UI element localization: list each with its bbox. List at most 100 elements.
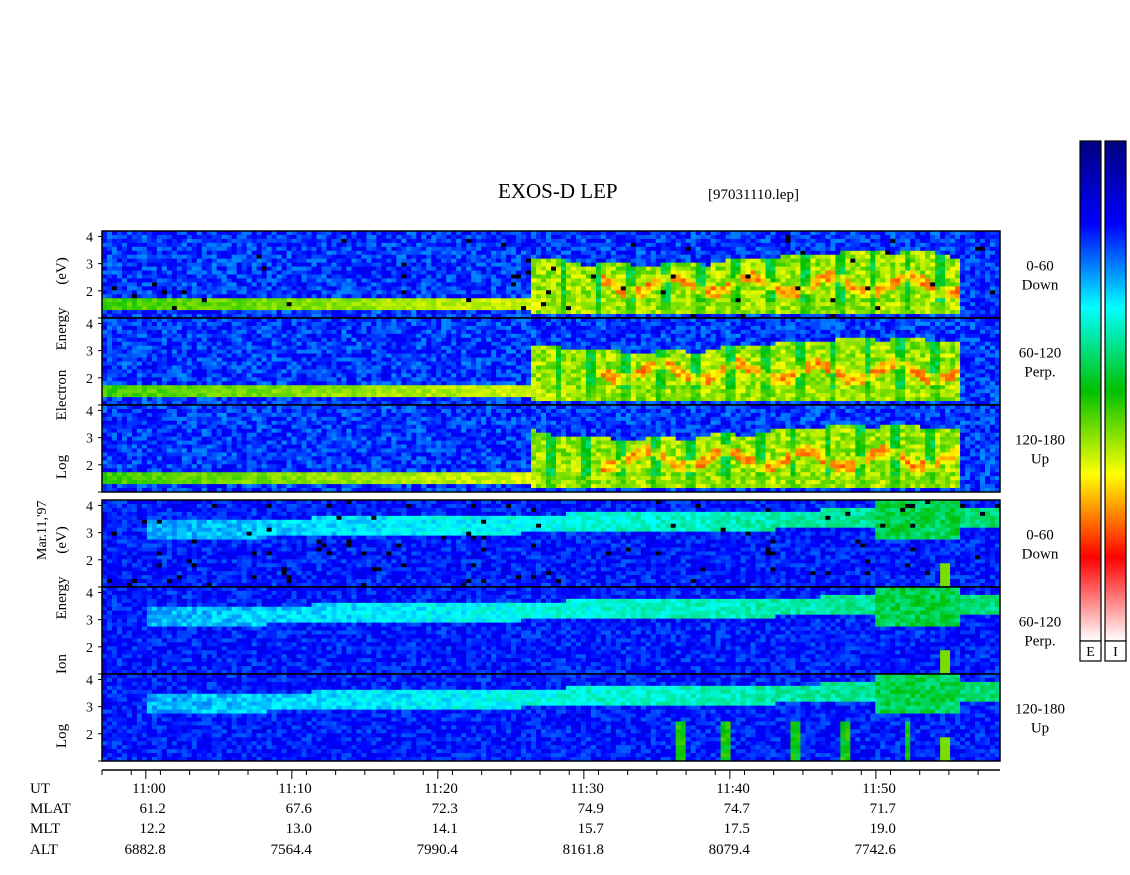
spectrogram-cell bbox=[132, 286, 137, 290]
spectrogram-cell bbox=[331, 290, 336, 294]
spectrogram-cell bbox=[172, 286, 177, 290]
spectrogram-cell bbox=[292, 267, 297, 271]
spectrogram-cell bbox=[356, 306, 361, 310]
spectrogram-cell bbox=[197, 251, 202, 255]
spectrogram-cell bbox=[147, 286, 152, 290]
spectrogram-cell bbox=[336, 243, 341, 247]
spectrogram-cell bbox=[411, 294, 416, 298]
spectrogram-cell bbox=[312, 294, 317, 298]
spectrogram-cell bbox=[122, 271, 127, 275]
spectrogram-cell bbox=[297, 298, 302, 302]
spectrogram-cell bbox=[157, 298, 162, 302]
spectrogram-cell bbox=[366, 251, 371, 255]
spectrogram-cell bbox=[292, 247, 297, 251]
spectrogram-cell bbox=[172, 239, 177, 243]
spectrogram-cell bbox=[406, 251, 411, 255]
spectrogram-cell bbox=[252, 310, 257, 314]
spectrogram-cell bbox=[107, 294, 112, 298]
spectrogram-cell bbox=[132, 275, 137, 279]
spectrogram-cell bbox=[341, 251, 346, 255]
spectrogram-cell bbox=[292, 298, 297, 302]
spectrogram-cell bbox=[132, 247, 137, 251]
spectrogram-cell bbox=[396, 243, 401, 247]
spectrogram-cell bbox=[401, 282, 406, 286]
spectrogram-cell bbox=[197, 302, 202, 306]
spectrogram-cell bbox=[102, 247, 107, 251]
spectrogram-cell bbox=[272, 302, 277, 306]
spectrogram-cell bbox=[122, 290, 127, 294]
spectrogram-cell bbox=[292, 255, 297, 259]
spectrogram-cell bbox=[112, 310, 117, 314]
spectrogram-cell bbox=[391, 275, 396, 279]
spectrogram-cell bbox=[102, 294, 107, 298]
spectrogram-cell bbox=[127, 263, 132, 267]
spectrogram-cell bbox=[346, 235, 351, 239]
spectrogram-cell bbox=[197, 259, 202, 263]
spectrogram-cell bbox=[287, 255, 292, 259]
spectrogram-cell bbox=[401, 247, 406, 251]
spectrogram-cell bbox=[182, 247, 187, 251]
spectrogram-cell bbox=[167, 247, 172, 251]
spectrogram-cell bbox=[232, 235, 237, 239]
spectrogram-cell bbox=[232, 298, 237, 302]
spectrogram-cell bbox=[217, 282, 222, 286]
spectrogram-cell bbox=[341, 271, 346, 275]
spectrogram-cell bbox=[391, 247, 396, 251]
spectrogram-cell bbox=[322, 247, 327, 251]
spectrogram-cell bbox=[267, 286, 272, 290]
spectrogram-cell bbox=[157, 290, 162, 294]
spectrogram-cell bbox=[152, 294, 157, 298]
spectrogram-cell bbox=[102, 235, 107, 239]
spectrogram-cell bbox=[327, 302, 332, 306]
spectrogram-cell bbox=[262, 255, 267, 259]
spectrogram-cell bbox=[222, 286, 227, 290]
spectrogram-cell bbox=[401, 243, 406, 247]
spectrogram-cell bbox=[391, 294, 396, 298]
spectrogram-cell bbox=[381, 251, 386, 255]
spectrogram-cell bbox=[252, 298, 257, 302]
spectrogram-cell bbox=[157, 278, 162, 282]
spectrogram-cell bbox=[107, 247, 112, 251]
spectrogram-cell bbox=[302, 259, 307, 263]
spectrogram-cell bbox=[157, 255, 162, 259]
spectrogram-cell bbox=[297, 306, 302, 310]
spectrogram-cell bbox=[411, 235, 416, 239]
spectrogram-cell bbox=[152, 263, 157, 267]
spectrogram-cell bbox=[267, 310, 272, 314]
spectrogram-cell bbox=[252, 306, 257, 310]
spectrogram-cell bbox=[177, 239, 182, 243]
spectrogram-cell bbox=[132, 310, 137, 314]
spectrogram-cell bbox=[227, 306, 232, 310]
spectrogram-cell bbox=[312, 275, 317, 279]
spectrogram-cell bbox=[277, 302, 282, 306]
spectrogram-cell bbox=[366, 298, 371, 302]
spectrogram-cell bbox=[147, 251, 152, 255]
spectrogram-cell bbox=[376, 247, 381, 251]
spectrogram-cell bbox=[152, 310, 157, 314]
spectrogram-cell bbox=[232, 259, 237, 263]
spectrogram-cell bbox=[272, 251, 277, 255]
spectrogram-cell bbox=[361, 275, 366, 279]
spectrogram-cell bbox=[152, 286, 157, 290]
spectrogram-cell bbox=[292, 286, 297, 290]
spectrogram-cell bbox=[237, 267, 242, 271]
spectrogram-cell bbox=[376, 243, 381, 247]
spectrogram-cell bbox=[381, 255, 386, 259]
spectrogram-cell bbox=[361, 251, 366, 255]
spectrogram-cell bbox=[346, 278, 351, 282]
spectrogram-cell bbox=[371, 243, 376, 247]
spectrogram-cell bbox=[411, 255, 416, 259]
spectrogram-cell bbox=[252, 302, 257, 306]
spectrogram-cell bbox=[312, 247, 317, 251]
spectrogram-cell bbox=[222, 306, 227, 310]
spectrogram-cell bbox=[317, 282, 322, 286]
spectrogram-cell bbox=[227, 239, 232, 243]
spectrogram-cell bbox=[102, 255, 107, 259]
spectrogram-cell bbox=[122, 259, 127, 263]
spectrogram-cell bbox=[302, 310, 307, 314]
spectrogram-cell bbox=[287, 290, 292, 294]
spectrogram-cell bbox=[172, 267, 177, 271]
spectrogram-cell bbox=[232, 267, 237, 271]
spectrogram-cell bbox=[102, 263, 107, 267]
spectrogram-cell bbox=[152, 251, 157, 255]
